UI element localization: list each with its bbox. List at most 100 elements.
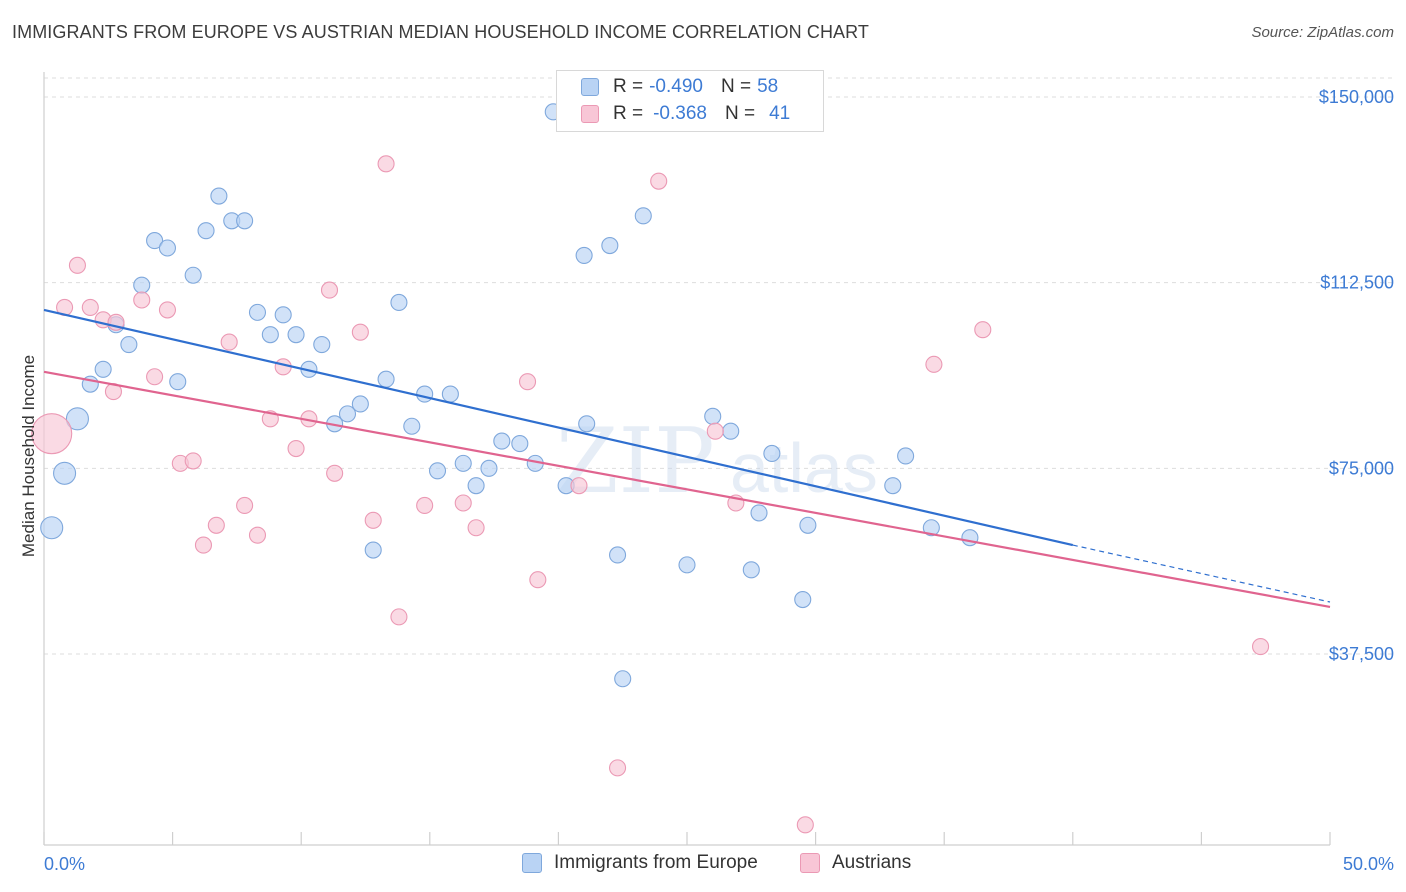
- point-austrians: [518, 373, 537, 391]
- point-immigrants-from-europe: [274, 306, 292, 324]
- point-immigrants-from-europe: [722, 422, 740, 440]
- y-tick-label: $112,500: [1320, 273, 1394, 293]
- correlation-legend: R = -0.490 N = 58 R = -0.368 N = 41: [556, 70, 824, 132]
- point-austrians: [194, 536, 213, 554]
- point-immigrants-from-europe: [169, 373, 187, 391]
- point-immigrants-from-europe: [65, 407, 89, 431]
- y-tick-label: $150,000: [1319, 87, 1394, 107]
- point-immigrants-from-europe: [493, 432, 511, 450]
- point-immigrants-from-europe: [578, 415, 596, 433]
- point-austrians: [974, 321, 992, 339]
- point-immigrants-from-europe: [236, 212, 254, 230]
- point-immigrants-from-europe: [794, 590, 812, 609]
- point-immigrants-from-europe: [197, 222, 215, 240]
- point-immigrants-from-europe: [575, 246, 593, 264]
- trendline-austrians: [43, 370, 1331, 609]
- point-immigrants-from-europe: [614, 670, 632, 688]
- point-immigrants-from-europe: [884, 477, 902, 495]
- y-tick-label: $75,000: [1329, 458, 1394, 478]
- point-austrians: [31, 413, 73, 455]
- legend-item-austrians[interactable]: Austrians: [800, 852, 911, 874]
- point-austrians: [236, 496, 254, 515]
- point-austrians: [650, 172, 668, 190]
- point-immigrants-from-europe: [428, 462, 447, 480]
- point-immigrants-from-europe: [184, 266, 202, 284]
- point-immigrants-from-europe: [120, 336, 138, 354]
- point-austrians: [81, 298, 99, 316]
- legend-swatch-blue: [522, 853, 542, 873]
- x-tick-label-min: 0.0%: [44, 854, 85, 874]
- point-immigrants-from-europe: [454, 454, 472, 472]
- point-immigrants-from-europe: [763, 444, 781, 463]
- legend-r-label: R =: [613, 103, 644, 124]
- point-immigrants-from-europe: [40, 516, 64, 540]
- point-immigrants-from-europe: [403, 417, 421, 435]
- point-immigrants-from-europe: [53, 461, 77, 485]
- point-austrians: [287, 439, 305, 458]
- point-austrians: [133, 291, 151, 309]
- point-austrians: [1252, 638, 1270, 656]
- point-immigrants-from-europe: [377, 370, 395, 388]
- legend-swatch-pink: [800, 853, 820, 873]
- trendline-europe: [43, 308, 1074, 547]
- y-tick-label: $37,500: [1329, 644, 1394, 664]
- y-tick-labels: $37,500 $75,000 $112,500 $150,000: [1319, 87, 1394, 664]
- point-immigrants-from-europe: [390, 293, 408, 312]
- point-immigrants-from-europe: [248, 303, 267, 321]
- point-austrians: [925, 355, 943, 373]
- point-immigrants-from-europe: [704, 407, 722, 425]
- point-immigrants-from-europe: [750, 504, 768, 522]
- point-austrians: [609, 759, 627, 777]
- point-immigrants-from-europe: [338, 405, 357, 423]
- legend-row-austrians: R = -0.368 N = 41: [581, 102, 790, 126]
- trend-lines: [43, 308, 1331, 609]
- y-axis-label: Median Household Income: [19, 355, 38, 557]
- legend-n-value: 58: [757, 76, 779, 97]
- point-austrians: [454, 494, 472, 512]
- point-austrians: [364, 511, 382, 529]
- legend-item-europe[interactable]: Immigrants from Europe: [522, 852, 758, 874]
- x-tick-label-max: 50.0%: [1343, 854, 1394, 874]
- point-immigrants-from-europe: [261, 326, 279, 344]
- point-austrians: [390, 608, 408, 626]
- point-austrians: [529, 571, 547, 589]
- legend-r-value: -0.490: [649, 76, 703, 97]
- point-austrians: [220, 333, 238, 351]
- point-austrians: [416, 496, 434, 515]
- point-austrians: [796, 816, 814, 834]
- point-immigrants-from-europe: [158, 239, 177, 257]
- point-immigrants-from-europe: [416, 385, 434, 403]
- point-austrians: [158, 301, 177, 319]
- series-legend: Immigrants from Europe Austrians: [0, 852, 1406, 878]
- point-austrians: [184, 452, 202, 470]
- legend-label-europe: Immigrants from Europe: [554, 852, 758, 873]
- point-immigrants-from-europe: [799, 516, 817, 534]
- point-immigrants-from-europe: [467, 477, 485, 495]
- point-immigrants-from-europe: [742, 561, 760, 579]
- point-austrians: [146, 368, 164, 386]
- point-austrians: [326, 464, 344, 482]
- legend-n-label: N =: [724, 103, 756, 124]
- point-immigrants-from-europe: [922, 519, 940, 537]
- data-points: [31, 103, 1270, 834]
- point-immigrants-from-europe: [94, 360, 112, 378]
- point-austrians: [570, 477, 588, 495]
- point-immigrants-from-europe: [287, 326, 305, 344]
- point-austrians: [248, 526, 267, 544]
- point-immigrants-from-europe: [133, 276, 151, 294]
- grid-lines: [44, 77, 1394, 655]
- chart-source: Source: ZipAtlas.com: [1251, 24, 1394, 41]
- point-austrians: [706, 422, 724, 440]
- point-immigrants-from-europe: [364, 541, 382, 559]
- point-austrians: [68, 256, 86, 274]
- point-immigrants-from-europe: [146, 232, 164, 250]
- point-immigrants-from-europe: [634, 207, 652, 225]
- legend-swatch-pink: [581, 105, 599, 123]
- point-immigrants-from-europe: [351, 395, 369, 413]
- point-immigrants-from-europe: [897, 447, 915, 465]
- point-immigrants-from-europe: [609, 546, 627, 564]
- x-tick-marks: [43, 832, 1331, 845]
- point-austrians: [351, 323, 369, 341]
- point-austrians: [467, 519, 485, 537]
